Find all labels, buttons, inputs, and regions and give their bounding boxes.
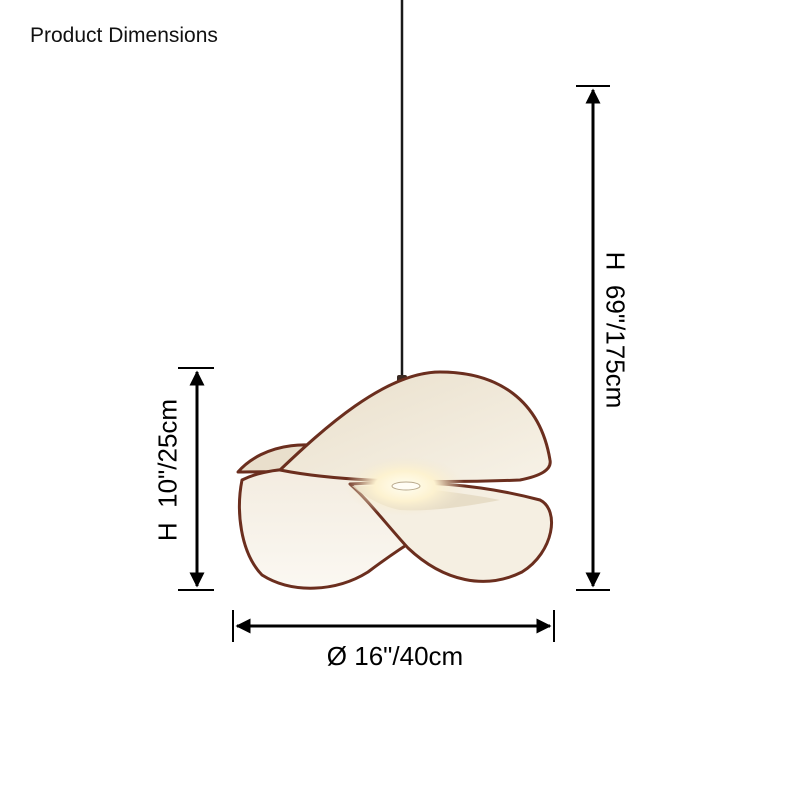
shade-height-label: H 10"/25cm [152, 398, 183, 542]
overall-height-label: H 69"/175cm [600, 251, 631, 409]
bulb-icon [391, 481, 421, 491]
page-title: Product Dimensions [30, 24, 218, 47]
diameter-label: Ø 16"/40cm [326, 641, 464, 671]
